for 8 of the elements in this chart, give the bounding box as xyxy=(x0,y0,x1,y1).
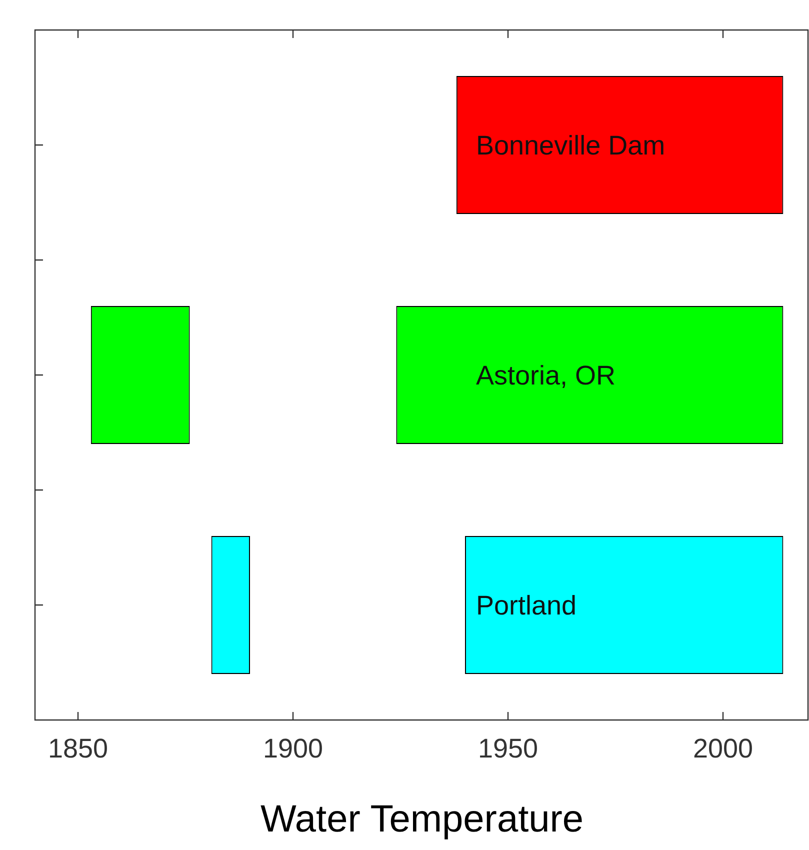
x-tick-label: 2000 xyxy=(692,734,754,764)
x-tick-label: 1850 xyxy=(48,734,108,764)
x-tick-label: 1900 xyxy=(262,734,324,764)
y-tick-label: Portland xyxy=(476,590,577,620)
y-tick-label: Astoria, OR xyxy=(476,360,616,390)
x-tick-label: 1950 xyxy=(478,734,538,764)
x-axis-title: Water Temperature xyxy=(260,798,584,841)
y-tick-label: Bonneville Dam xyxy=(476,130,666,160)
